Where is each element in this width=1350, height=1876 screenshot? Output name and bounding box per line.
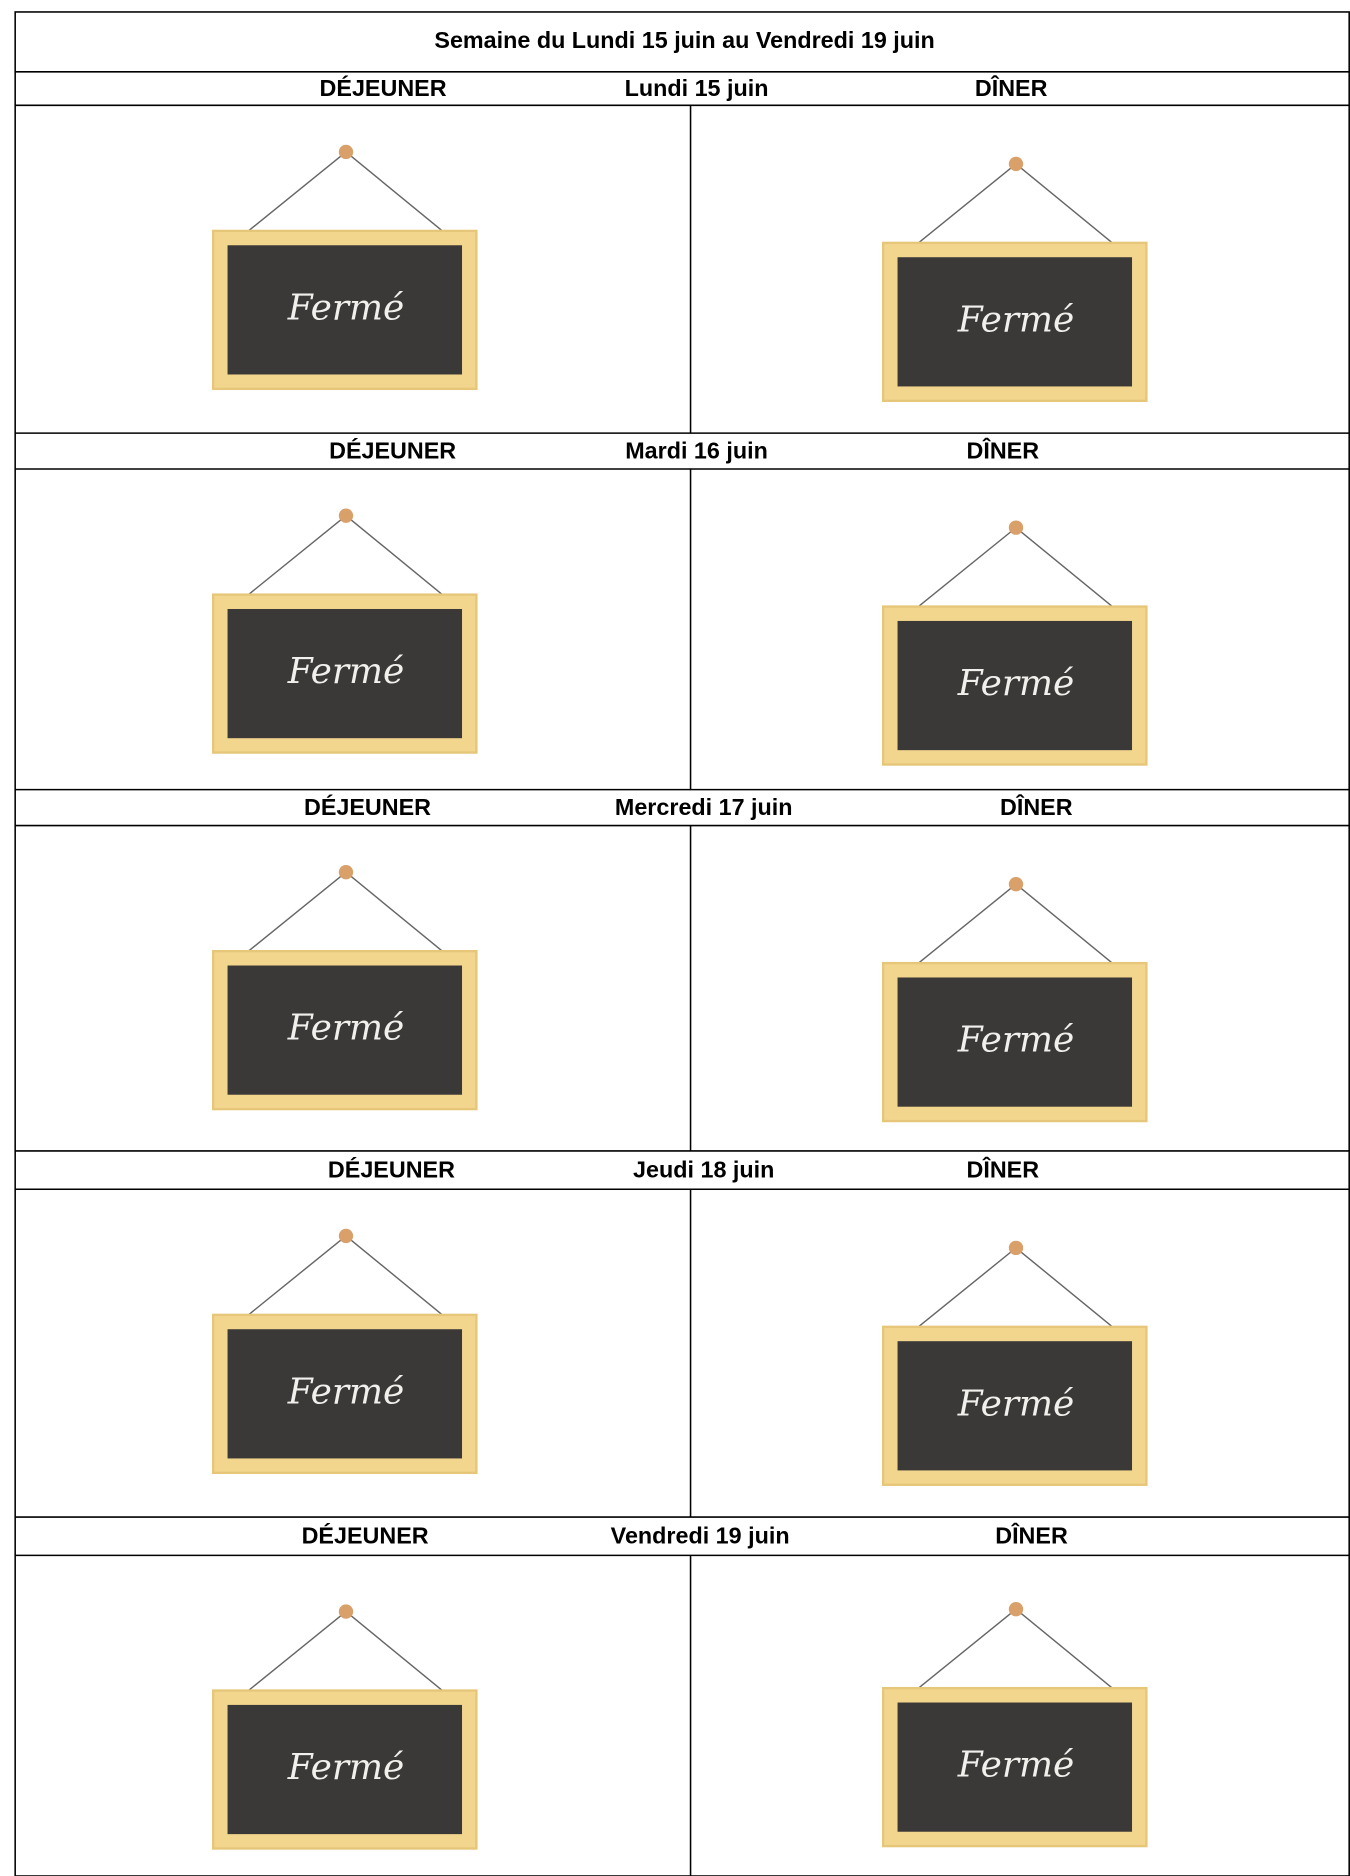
sign-string — [1015, 163, 1116, 246]
table-border — [14, 11, 1350, 1876]
sign-text: Fermé — [957, 1745, 1075, 1786]
sign-pin — [338, 1604, 354, 1619]
lunch-label: DÉJEUNER — [302, 1522, 429, 1549]
sign-string — [915, 1247, 1017, 1330]
sign-string — [1015, 527, 1116, 610]
sign-pin — [1008, 520, 1024, 535]
sign-board — [897, 257, 1133, 387]
sign-string — [1015, 1608, 1116, 1692]
sign-board — [897, 1702, 1133, 1832]
sign-text: Fermé — [287, 1747, 405, 1788]
sign-string — [915, 883, 1017, 967]
sign-pin — [1008, 1240, 1024, 1256]
sign-pin — [338, 1228, 354, 1244]
sign-board — [897, 620, 1133, 751]
sign-pin — [338, 144, 354, 160]
day-label: Mercredi 17 juin — [615, 794, 793, 820]
sign-string — [1015, 1247, 1116, 1330]
lunch-label: DÉJEUNER — [328, 1155, 455, 1182]
sign-pin — [338, 508, 354, 523]
sign-text: Fermé — [287, 1371, 405, 1412]
sign-string — [245, 1235, 347, 1318]
sign-board — [227, 1329, 463, 1459]
sign-string — [245, 151, 347, 234]
sign-string — [245, 1611, 347, 1694]
sign-string — [345, 1235, 446, 1318]
sign-string — [245, 515, 347, 598]
dinner-label: DÎNER — [967, 1155, 1040, 1182]
lunch-label: DÉJEUNER — [320, 74, 447, 101]
dinner-label: DÎNER — [995, 1522, 1068, 1549]
sign-string — [345, 1611, 446, 1694]
sign-string — [345, 871, 446, 955]
day-label: Mardi 16 juin — [625, 437, 768, 463]
sign-text: Fermé — [957, 1383, 1075, 1424]
sign-board — [227, 608, 463, 739]
sign-string — [915, 527, 1017, 610]
sign-board — [897, 1341, 1133, 1471]
sign-string — [1015, 883, 1116, 967]
sign-text: Fermé — [957, 663, 1075, 704]
week-title: Semaine du Lundi 15 juin au Vendredi 19 … — [434, 27, 934, 53]
sign-string — [915, 1608, 1017, 1692]
sign-string — [345, 151, 446, 234]
dinner-label: DÎNER — [1000, 793, 1073, 820]
day-label: Vendredi 19 juin — [611, 1523, 790, 1549]
sign-string — [915, 163, 1017, 246]
sign-text: Fermé — [957, 1020, 1075, 1061]
sign-pin — [1008, 876, 1024, 892]
lunch-label: DÉJEUNER — [304, 793, 431, 820]
sign-text: Fermé — [287, 1008, 405, 1049]
day-label: Lundi 15 juin — [625, 75, 769, 101]
day-label: Jeudi 18 juin — [633, 1156, 774, 1182]
sign-text: Fermé — [287, 287, 405, 328]
sign-board — [897, 977, 1133, 1107]
lunch-label: DÉJEUNER — [329, 436, 456, 463]
sign-text: Fermé — [287, 651, 405, 692]
sign-board — [227, 965, 463, 1095]
dinner-label: DÎNER — [975, 74, 1048, 101]
sign-text: Fermé — [957, 299, 1075, 340]
sign-string — [345, 515, 446, 598]
sign-board — [227, 1704, 463, 1835]
sign-pin — [1008, 156, 1024, 172]
dinner-label: DÎNER — [967, 436, 1040, 463]
sign-pin — [1008, 1602, 1024, 1617]
sign-pin — [338, 865, 354, 880]
sign-board — [227, 245, 463, 375]
sign-string — [245, 871, 347, 955]
